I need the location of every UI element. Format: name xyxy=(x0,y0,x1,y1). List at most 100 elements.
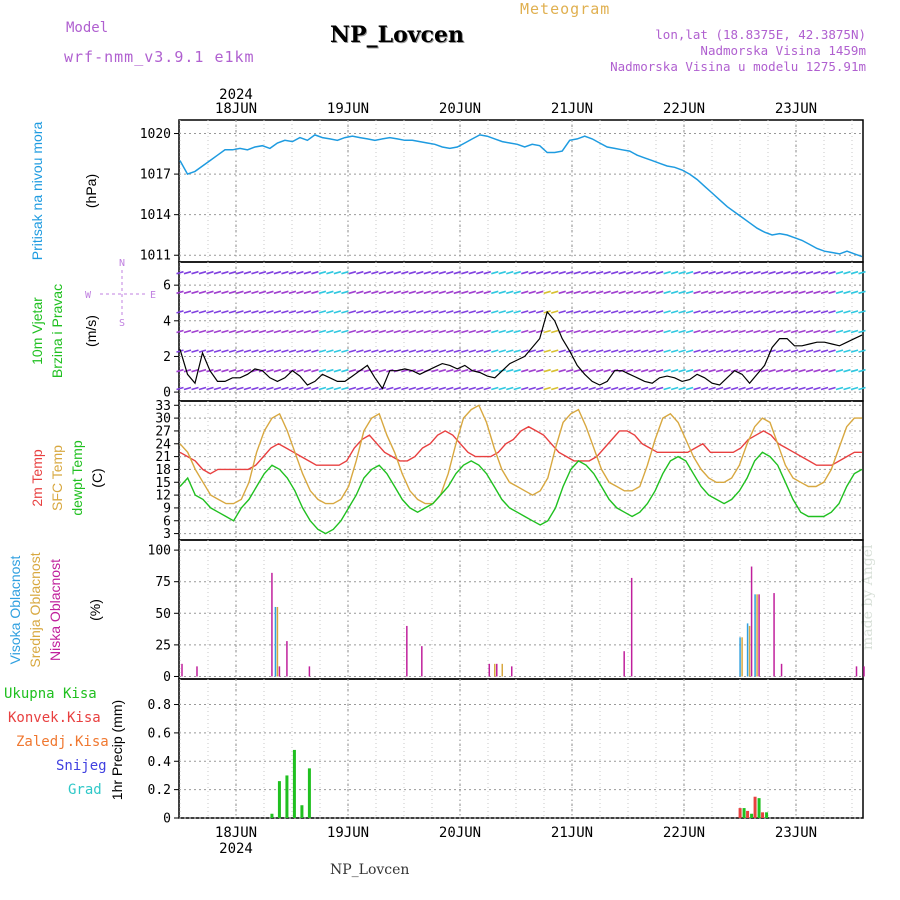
wind-arrow xyxy=(266,368,274,373)
wind-arrow xyxy=(633,349,641,353)
wind-arrow xyxy=(266,349,274,353)
wind-arrow xyxy=(551,270,559,275)
wind-arrow xyxy=(341,368,349,373)
wind-arrow xyxy=(625,329,634,334)
wind-arrow xyxy=(393,386,402,391)
wind-arrow xyxy=(678,329,686,334)
wind-arrow xyxy=(700,349,709,353)
wind-arrow xyxy=(670,310,679,314)
wind-arrow xyxy=(738,349,746,353)
top-day-label: 22JUN xyxy=(663,101,705,117)
wind-arrow xyxy=(228,270,237,275)
wind-arrow xyxy=(700,290,709,295)
wind-arrow xyxy=(595,310,604,314)
wind-arrow xyxy=(416,329,424,334)
wind-arrow xyxy=(476,290,484,295)
wind-arrow xyxy=(543,368,551,373)
wind-arrow xyxy=(693,310,701,314)
wind-arrow xyxy=(715,270,724,275)
y-tick-label: 1020 xyxy=(140,127,171,142)
wind-arrow xyxy=(678,310,686,314)
wind-arrow xyxy=(228,349,237,353)
wind-arrow xyxy=(318,329,327,334)
wind-arrow xyxy=(513,290,521,295)
wind-arrow xyxy=(476,310,484,314)
wind-arrow xyxy=(670,368,679,373)
wind-arrow xyxy=(640,368,649,373)
wind-arrow xyxy=(206,290,214,295)
wind-arrow xyxy=(326,386,334,391)
wind-arrow xyxy=(303,329,312,334)
wind-arrow xyxy=(221,329,229,334)
wind-arrow xyxy=(580,329,589,334)
wind-arrow xyxy=(603,290,611,295)
wind-arrow xyxy=(685,290,694,295)
wind-arrow xyxy=(221,290,229,295)
wind-arrow xyxy=(618,290,626,295)
wind-arrow xyxy=(416,310,424,314)
wind-arrow xyxy=(760,349,769,353)
wind-arrow xyxy=(408,386,417,391)
wind-arrow xyxy=(273,368,282,373)
wind-arrow xyxy=(491,290,499,295)
wind-arrow xyxy=(348,310,357,314)
wind-arrow xyxy=(236,386,244,391)
wind-arrow xyxy=(543,270,551,275)
wind-arrow xyxy=(625,290,634,295)
wind-arrow xyxy=(483,349,491,353)
wind-arrow xyxy=(408,329,417,334)
wind-arrow xyxy=(790,290,799,295)
wind-arrow xyxy=(708,290,716,295)
wind-arrow xyxy=(558,386,566,391)
wind-arrow xyxy=(551,349,559,353)
wind-arrow xyxy=(551,368,559,373)
wind-arrow xyxy=(423,329,432,334)
wind-arrow xyxy=(543,386,551,391)
wind-arrow xyxy=(573,310,581,314)
wind-arrow xyxy=(326,329,334,334)
wind-arrow xyxy=(678,290,686,295)
wind-arrow xyxy=(341,270,349,275)
wind-arrow xyxy=(625,270,634,275)
y-tick-label: 33 xyxy=(155,399,171,414)
wind-arrow xyxy=(401,270,409,275)
wind-arrow xyxy=(760,310,769,314)
wind-arrow xyxy=(648,368,656,373)
wind-arrow xyxy=(633,368,641,373)
wind-arrow xyxy=(213,290,222,295)
top-day-label: 23JUN xyxy=(775,101,817,117)
wind-arrow xyxy=(753,310,761,314)
wind-arrow xyxy=(266,290,274,295)
wind-arrow xyxy=(468,349,477,353)
wind-arrow xyxy=(738,270,746,275)
wind-arrow xyxy=(768,270,776,275)
wind-arrow xyxy=(753,329,761,334)
wind-arrow xyxy=(715,349,724,353)
precip-legend-item: Konvek.Kisa xyxy=(8,710,101,726)
wind-arrow xyxy=(588,386,596,391)
wind-arrow xyxy=(176,310,184,314)
wind-arrow xyxy=(745,349,754,353)
wind-arrow xyxy=(483,368,491,373)
wind-arrow xyxy=(835,368,844,373)
wind-arrow xyxy=(281,310,289,314)
wind-arrow xyxy=(573,349,581,353)
wind-arrow xyxy=(663,386,671,391)
wind-arrow xyxy=(318,270,327,275)
wind-arrow xyxy=(311,386,319,391)
wind-arrow xyxy=(243,386,252,391)
wind-arrow xyxy=(693,290,701,295)
wind-arrow xyxy=(258,290,267,295)
wind-arrow xyxy=(745,368,754,373)
wind-arrow xyxy=(401,349,409,353)
wind-arrow xyxy=(281,329,289,334)
wind-arrow xyxy=(708,329,716,334)
wind-arrow xyxy=(820,310,829,314)
wind-arrow xyxy=(191,368,199,373)
wind-arrow xyxy=(760,386,769,391)
wind-arrow xyxy=(258,329,267,334)
wind-arrow xyxy=(828,386,836,391)
wind-arrow xyxy=(580,290,589,295)
wind-arrow xyxy=(221,386,229,391)
wind-arrow xyxy=(798,386,806,391)
